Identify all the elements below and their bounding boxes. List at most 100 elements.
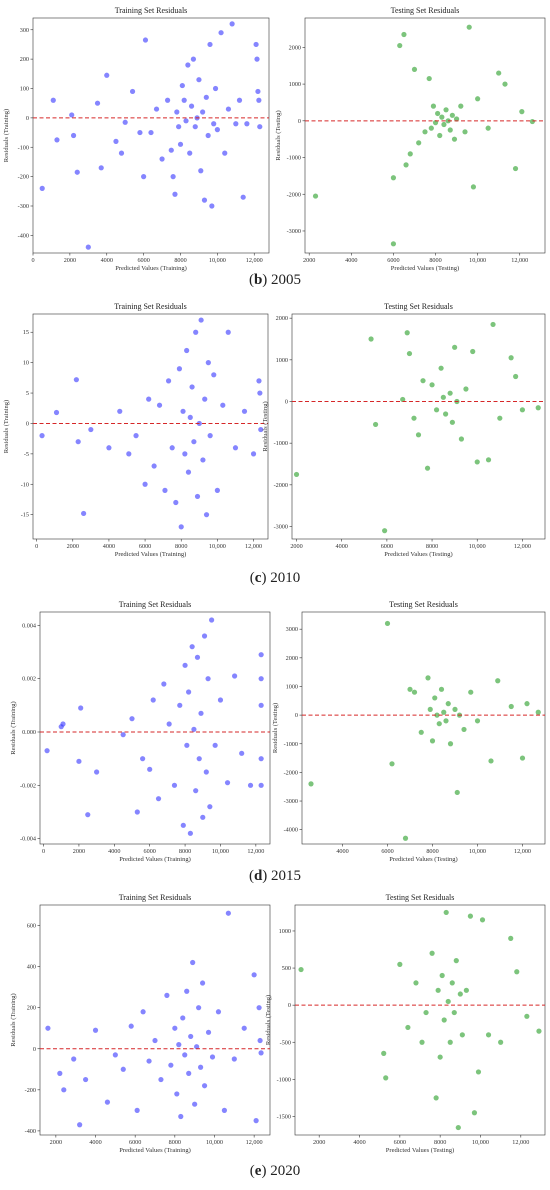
y-tick-label: 5 bbox=[26, 390, 29, 397]
data-point bbox=[239, 750, 245, 756]
data-point bbox=[156, 402, 163, 408]
data-point bbox=[142, 37, 149, 43]
data-point bbox=[384, 620, 391, 627]
data-point bbox=[479, 917, 486, 923]
data-point bbox=[88, 426, 94, 433]
plot-frame bbox=[39, 904, 271, 1136]
data-point bbox=[202, 396, 208, 402]
y-tick-label: -2000 bbox=[284, 769, 298, 776]
x-tick-label: 10,000 bbox=[469, 257, 486, 264]
data-point bbox=[254, 56, 260, 62]
data-point bbox=[186, 1070, 192, 1076]
y-tick-label: 100 bbox=[20, 86, 29, 93]
scatter-plot-2005-testing: Testing Set Residuals 2000 4000 6000 8000 10,… bbox=[275, 6, 546, 272]
y-axis-label: Residuals (Training) bbox=[3, 400, 10, 453]
data-point bbox=[193, 788, 199, 794]
y-tick-label: 10 bbox=[23, 360, 29, 367]
data-point bbox=[529, 118, 535, 125]
y-tick-label: 500 bbox=[282, 965, 291, 972]
data-point bbox=[435, 110, 441, 117]
plot-frame bbox=[301, 611, 546, 845]
data-point bbox=[411, 689, 418, 695]
data-point bbox=[198, 317, 204, 323]
data-point bbox=[178, 524, 184, 530]
data-point bbox=[455, 1124, 461, 1131]
data-point bbox=[443, 909, 449, 916]
data-point bbox=[390, 175, 397, 181]
data-point bbox=[205, 132, 211, 139]
y-tick-label: 3000 bbox=[286, 626, 298, 633]
data-point bbox=[232, 673, 238, 679]
x-tick-label: 6000 bbox=[381, 543, 393, 550]
y-tick-label: 0 bbox=[26, 420, 29, 427]
data-point bbox=[194, 654, 201, 660]
data-point bbox=[215, 1009, 222, 1015]
data-point bbox=[443, 718, 449, 724]
y-tick-label: 400 bbox=[27, 964, 36, 971]
data-point bbox=[146, 396, 152, 402]
data-point bbox=[94, 100, 101, 106]
data-point bbox=[251, 972, 257, 978]
y-tick-label: 2000 bbox=[276, 315, 288, 322]
plot-title: Testing Set Residuals bbox=[389, 600, 458, 609]
data-point bbox=[437, 1054, 443, 1060]
data-point bbox=[470, 184, 477, 190]
data-point bbox=[98, 165, 104, 171]
data-point bbox=[495, 678, 501, 684]
y-axis-label: Residuals (Training) bbox=[3, 109, 10, 162]
y-tick-label: -200 bbox=[18, 174, 29, 181]
data-point bbox=[182, 1052, 188, 1058]
data-point bbox=[413, 980, 419, 986]
data-point bbox=[508, 355, 514, 361]
data-point bbox=[441, 709, 447, 715]
data-point bbox=[420, 378, 426, 384]
data-point bbox=[207, 41, 213, 48]
data-point bbox=[382, 528, 388, 534]
data-point bbox=[258, 1050, 264, 1056]
y-tick-label: -2000 bbox=[274, 482, 288, 489]
data-point bbox=[161, 681, 167, 687]
data-point bbox=[212, 85, 219, 92]
data-point bbox=[174, 109, 180, 115]
y-tick-label: 0 bbox=[33, 1046, 36, 1053]
y-axis-label: Residuals (Testing) bbox=[275, 110, 282, 160]
y-tick-label: -3000 bbox=[287, 228, 301, 235]
data-point bbox=[475, 96, 481, 102]
data-point bbox=[524, 701, 530, 707]
data-point bbox=[463, 386, 469, 392]
y-tick-label: 0 bbox=[288, 1002, 291, 1009]
y-tick-label: -100 bbox=[18, 144, 29, 151]
data-point bbox=[447, 127, 453, 133]
data-point bbox=[232, 445, 239, 451]
data-point bbox=[256, 97, 262, 103]
data-point bbox=[258, 676, 264, 682]
data-point bbox=[77, 1122, 83, 1128]
data-point bbox=[188, 1033, 194, 1040]
y-tick-label: -1000 bbox=[287, 155, 301, 162]
x-tick-label: 12,000 bbox=[512, 1139, 529, 1146]
y-tick-label: 1000 bbox=[289, 81, 301, 88]
data-point bbox=[451, 1009, 457, 1016]
data-point bbox=[535, 709, 541, 715]
x-axis-label: Predicted Values (Training) bbox=[115, 265, 187, 272]
data-point bbox=[244, 121, 250, 127]
data-point bbox=[85, 812, 91, 818]
data-point bbox=[198, 710, 204, 716]
data-point bbox=[183, 118, 189, 124]
x-tick-label: 8000 bbox=[169, 1139, 181, 1146]
y-axis-label: Residuals (Testing) bbox=[272, 703, 279, 753]
data-point bbox=[225, 106, 232, 112]
y-tick-label: -400 bbox=[18, 232, 29, 239]
data-point bbox=[497, 415, 503, 421]
data-point bbox=[416, 140, 422, 146]
data-point bbox=[162, 487, 168, 493]
data-point bbox=[257, 390, 263, 396]
y-tick-label: 200 bbox=[27, 1005, 36, 1012]
y-tick-label: -10 bbox=[21, 481, 29, 488]
data-point bbox=[39, 185, 45, 191]
data-point bbox=[440, 394, 446, 400]
x-tick-label: 10,000 bbox=[212, 848, 229, 855]
y-tick-label: 1000 bbox=[286, 683, 298, 690]
data-point bbox=[404, 330, 410, 336]
data-point bbox=[199, 980, 206, 986]
